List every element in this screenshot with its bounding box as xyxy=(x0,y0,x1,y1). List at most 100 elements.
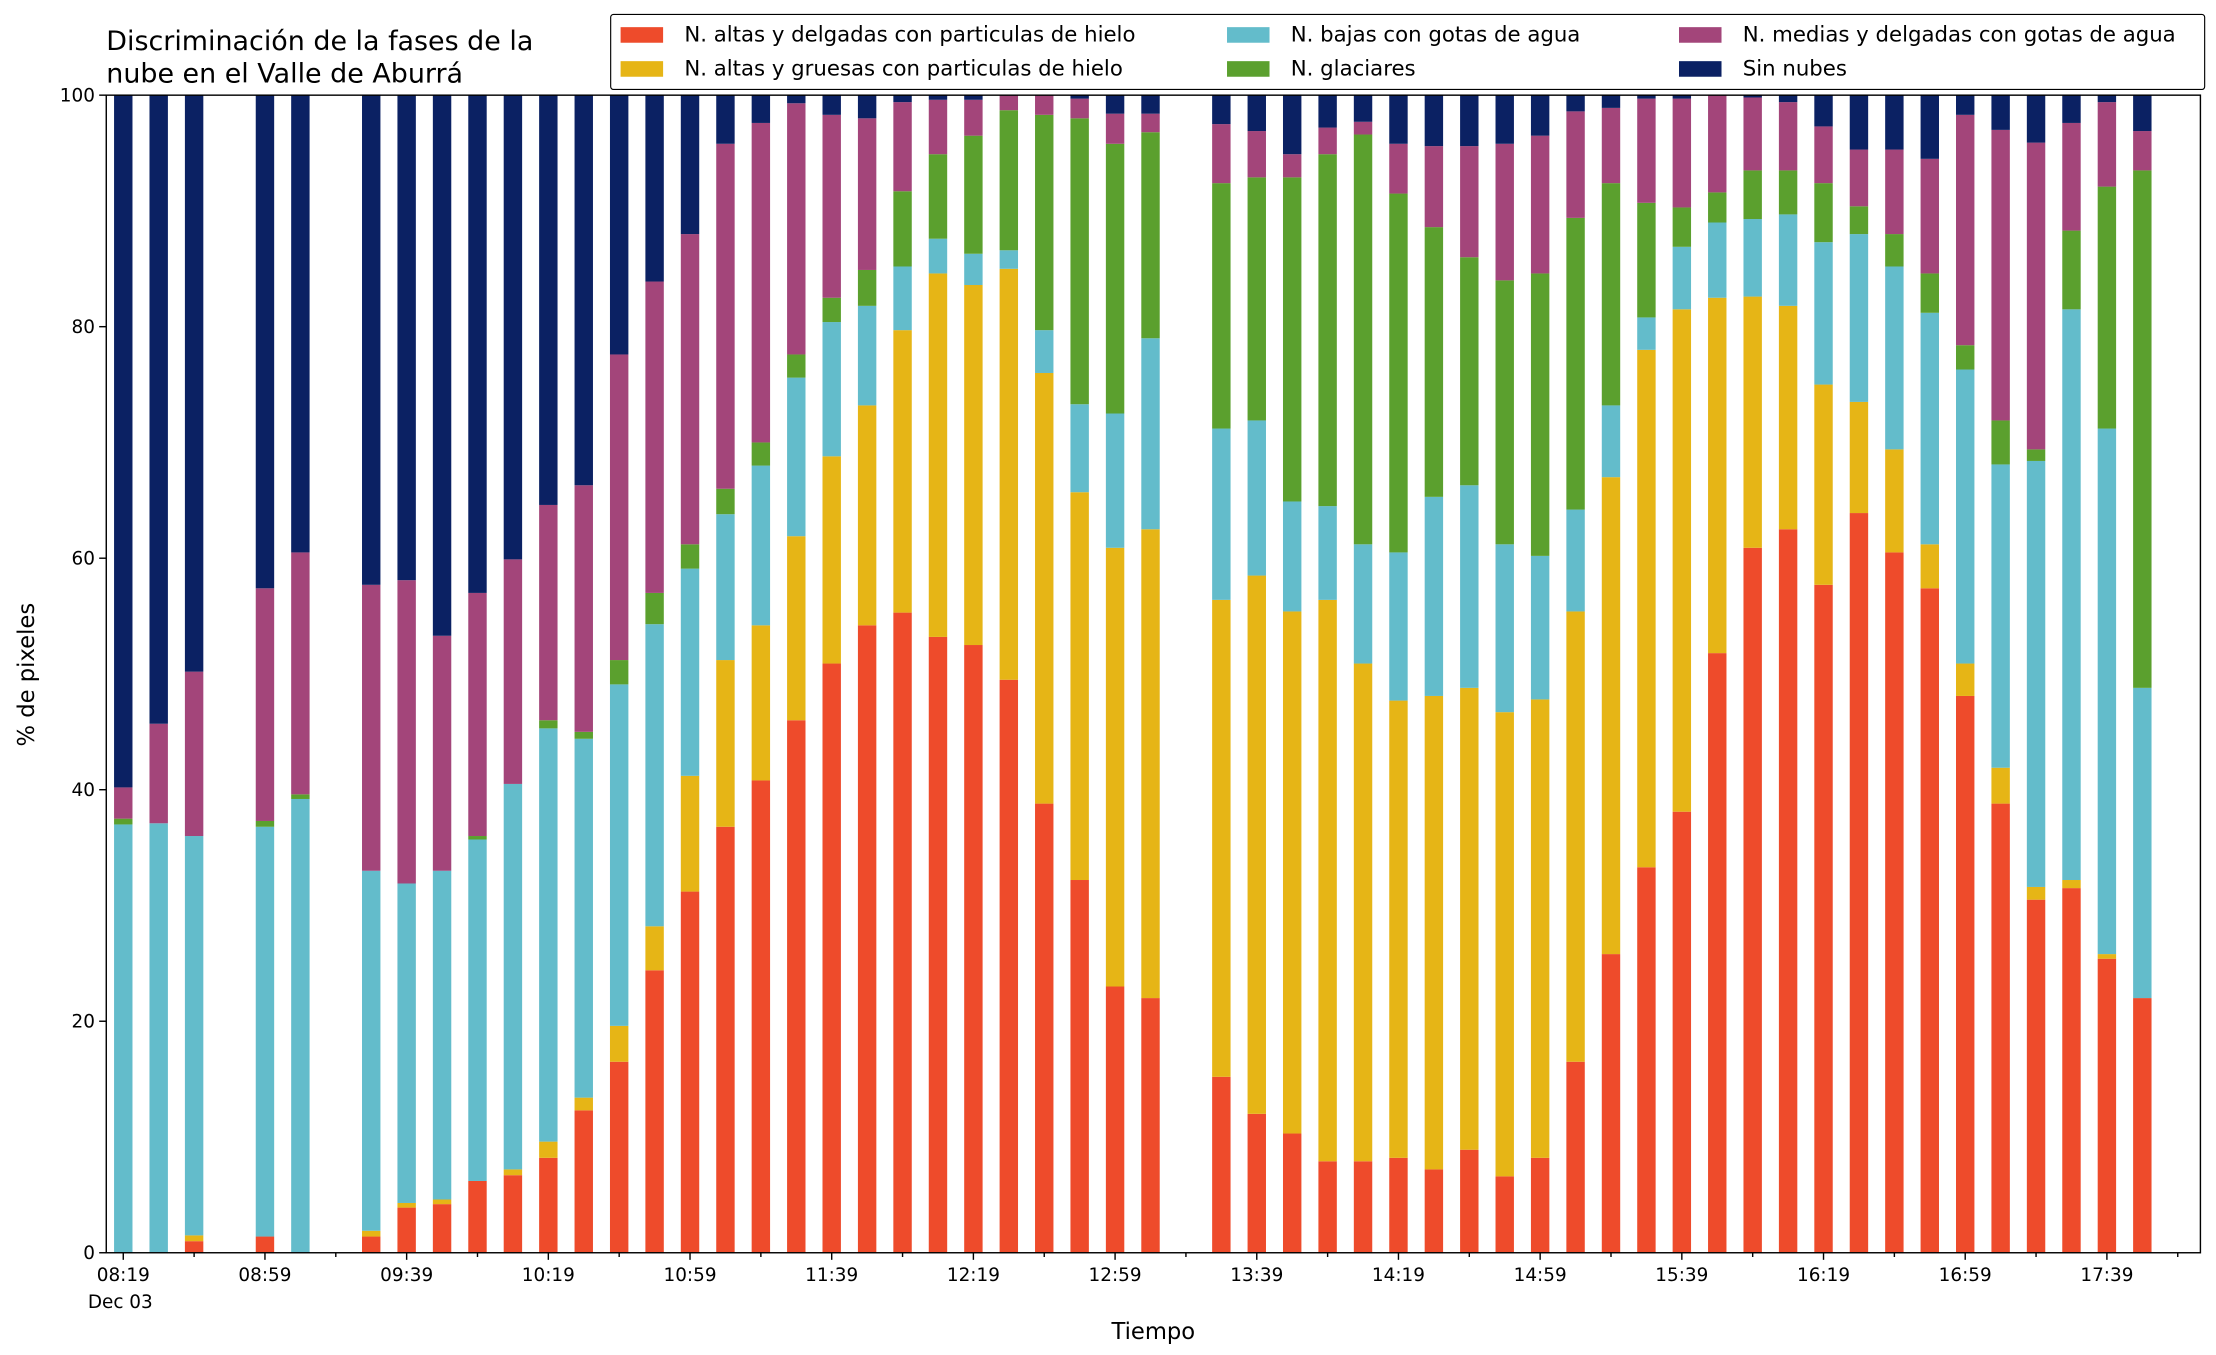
y-tick-label: 80 xyxy=(72,317,95,338)
bar-segment xyxy=(645,624,664,927)
bar-segment xyxy=(1956,663,1975,696)
bar-segment xyxy=(1070,404,1089,493)
bar-segment xyxy=(2062,230,2081,310)
bar-segment xyxy=(539,1141,558,1158)
bar-segment xyxy=(1708,297,1727,654)
bar-segment xyxy=(1035,803,1054,1253)
bar-segment xyxy=(539,728,558,1142)
bar-segment xyxy=(645,926,664,971)
bar-segment xyxy=(928,636,948,1253)
bar-segment xyxy=(2097,958,2117,1253)
bar-segment xyxy=(1424,146,1444,228)
bar-segment xyxy=(787,377,806,537)
bar-segment xyxy=(857,305,877,406)
bar-segment xyxy=(2097,954,2117,959)
bar-segment xyxy=(680,891,700,1253)
bar-segment xyxy=(291,794,310,799)
bar-segment xyxy=(787,354,806,378)
bar-segment xyxy=(432,870,452,1200)
bar-segment xyxy=(1141,529,1160,999)
bar-segment xyxy=(822,322,841,457)
bar-segment xyxy=(1885,149,1904,235)
bar-segment xyxy=(1601,477,1621,955)
bar-segment xyxy=(2062,880,2081,889)
bar-segment xyxy=(362,584,381,871)
legend-swatch xyxy=(620,61,664,77)
bar-segment xyxy=(397,580,416,884)
x-tick-label: 12:59 xyxy=(1089,1265,1142,1286)
bar-segment xyxy=(893,266,912,331)
bar-segment xyxy=(1566,217,1585,510)
bar-segment xyxy=(787,95,806,104)
bar-segment xyxy=(1849,206,1869,235)
bar-segment xyxy=(1318,1161,1337,1253)
bar-segment xyxy=(432,1204,452,1253)
bar-segment xyxy=(1637,867,1656,1253)
bar-segment xyxy=(1849,401,1869,514)
bar-segment xyxy=(1282,1133,1302,1253)
bar-segment xyxy=(1920,95,1939,159)
bar-segment xyxy=(1530,1157,1550,1253)
bar-segment xyxy=(397,1202,416,1208)
bar-segment xyxy=(1247,575,1266,1114)
bar-segment xyxy=(1991,464,2010,768)
bar-segment xyxy=(468,839,487,1181)
bar-segment xyxy=(2133,170,2152,688)
bar-segment xyxy=(2133,95,2152,132)
bar-segment xyxy=(680,544,700,569)
chart-title: nube en el Valle de Aburrá xyxy=(106,58,463,89)
bar-segment xyxy=(255,1236,275,1253)
bar-segment xyxy=(468,836,487,840)
bar-segment xyxy=(716,95,735,144)
bar-segment xyxy=(1637,349,1656,868)
bar-segment xyxy=(1708,222,1727,298)
bar-segment xyxy=(2133,998,2152,1253)
chart-title: Discriminación de la fases de la xyxy=(106,26,533,57)
bar-segment xyxy=(1318,127,1337,155)
bar-segment xyxy=(397,1207,416,1253)
bar-segment xyxy=(1849,234,1869,402)
bar-segment xyxy=(184,671,204,837)
bar-segment xyxy=(822,297,841,323)
bar-segment xyxy=(1991,803,2010,1253)
bar-segment xyxy=(503,1175,523,1253)
bar-segment xyxy=(645,95,664,282)
bar-segment xyxy=(1212,1076,1231,1253)
bar-segment xyxy=(1849,513,1869,1253)
bar-segment xyxy=(1566,95,1585,112)
bar-segment xyxy=(964,99,983,136)
bar-segment xyxy=(645,281,664,593)
bar-segment xyxy=(1247,177,1266,421)
bar-segment xyxy=(893,95,912,103)
bar-segment xyxy=(1318,599,1337,1162)
bar-segment xyxy=(1778,95,1798,103)
bar-segment xyxy=(362,870,381,1231)
bar-segment xyxy=(822,114,841,298)
bar-segment xyxy=(1282,611,1302,1134)
x-tick-label: 13:39 xyxy=(1230,1265,1283,1286)
bar-segment xyxy=(1247,420,1266,576)
bar-segment xyxy=(857,405,877,626)
bar-segment xyxy=(1495,95,1514,144)
bar-segment xyxy=(1389,193,1408,553)
bar-segment xyxy=(468,1180,487,1253)
bar-segment xyxy=(680,234,700,545)
bar-segment xyxy=(1530,95,1550,136)
bar-segment xyxy=(1743,296,1762,548)
bar-segment xyxy=(1991,767,2010,804)
x-tick-label: 10:19 xyxy=(522,1265,575,1286)
bar-segment xyxy=(1460,1149,1479,1253)
x-tick-label: 08:59 xyxy=(238,1265,291,1286)
bar-segment xyxy=(539,720,558,729)
bar-segment xyxy=(1070,95,1089,99)
bar-segment xyxy=(1495,544,1514,713)
bar-segment xyxy=(2062,95,2081,123)
bar-segment xyxy=(1105,113,1125,144)
bar-segment xyxy=(1920,588,1939,1253)
bar-segment xyxy=(1743,97,1762,171)
bar-segment xyxy=(2133,687,2152,999)
bar-segment xyxy=(184,1235,204,1242)
x-tick-label: 14:59 xyxy=(1514,1265,1567,1286)
bar-segment xyxy=(1708,95,1727,193)
bar-segment xyxy=(609,95,629,355)
